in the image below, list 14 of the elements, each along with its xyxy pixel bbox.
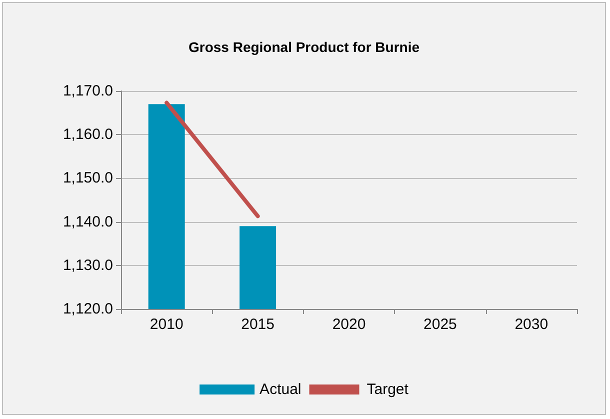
x-tick-label: 2030 — [514, 316, 548, 333]
y-tick-label: 1,160.0 — [62, 126, 113, 144]
y-tick-label: 1,120.0 — [62, 300, 113, 318]
x-tick-label: 2025 — [424, 316, 457, 333]
y-tick-label: 1,170.0 — [62, 82, 113, 100]
chart-title: Gross Regional Product for Burnie — [188, 39, 420, 55]
y-tick-label: 1,140.0 — [62, 213, 113, 230]
x-tick-label: 2020 — [332, 316, 366, 333]
legend-label: Actual — [260, 381, 302, 398]
y-tick-label: 1,130.0 — [62, 256, 113, 274]
y-tick-label: 1,150.0 — [62, 170, 113, 187]
x-tick-label: 2010 — [150, 316, 184, 333]
legend-label: Target — [366, 381, 410, 398]
x-tick-label: 2015 — [241, 316, 274, 333]
